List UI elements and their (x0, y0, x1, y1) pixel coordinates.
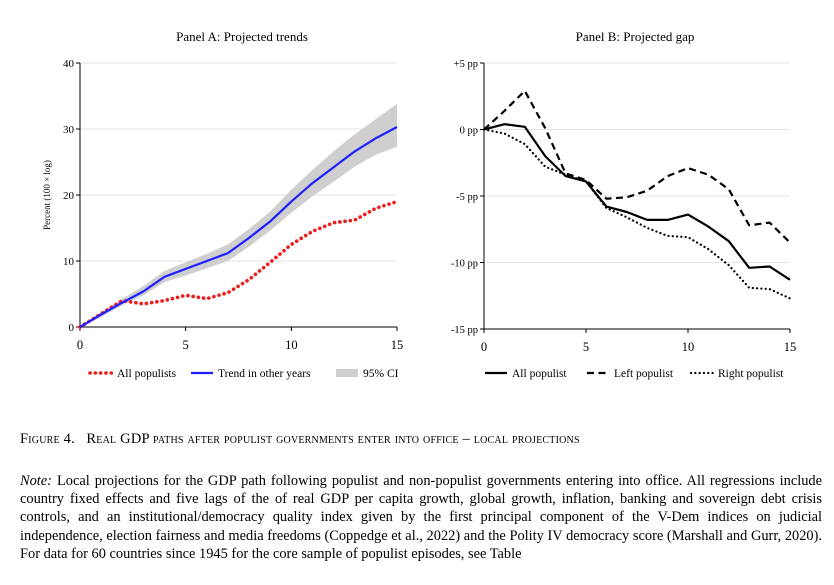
panel-a-ytick-label: 30 (63, 124, 75, 136)
panel-b-xtick-label: 10 (682, 340, 695, 354)
panel-a-xtick-label: 15 (391, 338, 404, 352)
panel-a-series-all-populists (78, 199, 399, 329)
panel-b-legend-label: Left populist (614, 368, 674, 380)
caption-label: Figure 4. (20, 431, 75, 447)
panel-b-series-left-populist (483, 89, 791, 244)
note-label: Note: (20, 473, 52, 489)
panel-a-legend-label: All populists (117, 368, 177, 380)
panel-b-ytick-label: -10 pp (451, 259, 478, 270)
panel-b-legend-label: Right populist (718, 368, 784, 380)
panel-a-series-trend-in-other-years (79, 126, 398, 328)
panel-a-legend-swatch (336, 369, 358, 377)
panel-b-title: Panel B: Projected gap (576, 29, 695, 44)
panel-b-series-all-populist (483, 123, 791, 281)
panel-a-title: Panel A: Projected trends (176, 29, 308, 44)
figure-caption: Figure 4. Real GDP paths after populist … (20, 431, 820, 448)
panel-b-xtick-label: 5 (583, 340, 589, 354)
panel-b-series-right-populist (482, 128, 792, 300)
figure-4: Panel A: Projected trends 0 10 20 30 40 0 5 10 15… (42, 29, 797, 380)
panel-a-legend-label: Trend in other years (218, 368, 311, 380)
panel-a-xtick-label: 0 (77, 338, 83, 352)
panel-b-ytick-label: 0 pp (460, 126, 478, 137)
panel-a-xtick-label: 10 (285, 338, 298, 352)
panel-a-ylabel: Percent (100 × log) (42, 160, 52, 230)
panel-b-xtick-label: 15 (784, 340, 797, 354)
panel-b-ytick-label: +5 pp (454, 59, 478, 70)
figure-note: Note: Local projections for the GDP path… (20, 472, 822, 563)
panel-a-ytick-label: 0 (69, 322, 75, 334)
panel-a-legend-label: 95% CI (363, 368, 399, 380)
panel-a-xtick-label: 5 (183, 338, 189, 352)
note-text: Local projections for the GDP path follo… (20, 473, 822, 562)
panel-b-legend-label: All populist (512, 368, 567, 380)
panel-b-xtick-label: 0 (481, 340, 487, 354)
panel-a-ytick-label: 40 (63, 58, 75, 70)
panel-b-ytick-label: -15 pp (451, 325, 478, 336)
panel-a-ytick-label: 20 (63, 190, 75, 202)
panel-b-ytick-label: -5 pp (456, 192, 478, 203)
caption-text: Real GDP paths after populist government… (86, 431, 580, 447)
panel-a-ytick-label: 10 (63, 256, 75, 268)
panel-a-ci-band (80, 103, 397, 328)
